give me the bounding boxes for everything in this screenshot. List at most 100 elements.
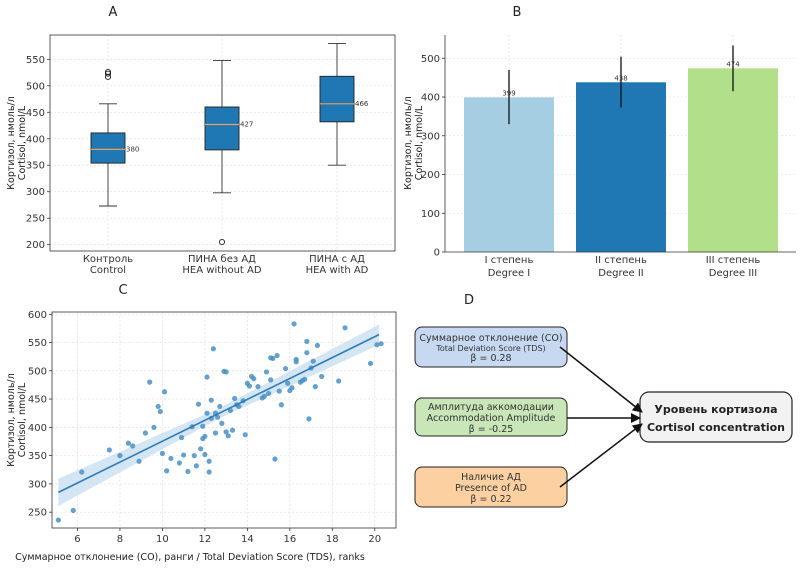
panel-a-x-labels: Контроль Control ПИНА без АД HEA without…: [83, 254, 369, 276]
box-median-label: 380: [126, 145, 139, 153]
panel-b-ytick-label: 400: [421, 93, 440, 104]
panel-c-scatter: C 250 300 350 400 450 500 550 600 6 8 10 12 14 16 18 2…: [6, 283, 397, 563]
panel-a-ytick-label: 200: [26, 240, 45, 251]
scatter-point: [219, 420, 225, 426]
scatter-point: [282, 365, 289, 372]
scatter-point: [255, 384, 261, 390]
panel-a-ylabel-ru: Кортизол, нмоль/л: [6, 96, 17, 189]
node-tds-label-en: Total Deviation Score (TDS): [435, 344, 545, 353]
scatter-point: [304, 338, 310, 345]
node-presence-ad-box: [414, 466, 568, 508]
scatter-point: [55, 517, 61, 523]
panel-a-ytick-label: 400: [26, 134, 45, 145]
panel-b-ylabel-ru: Кортизол, нмоль/л: [403, 96, 414, 189]
panel-a-axes-frame: [49, 34, 396, 252]
scatter-point: [285, 380, 291, 386]
scatter-point: [265, 390, 272, 397]
bar-value-label-1: 438: [614, 74, 627, 82]
panel-c-x-ticks: 6 8 10 12 14 16 18 20: [74, 528, 381, 545]
panel-d-diagram: D Суммарное отклонение (СО) Total Deviat…: [414, 293, 793, 508]
bar-value-label-2: 474: [726, 60, 740, 68]
box-a-label-en-1: HEA without AD: [182, 265, 261, 276]
scatter-point: [304, 350, 310, 356]
scatter-point: [293, 359, 299, 365]
panel-b-bars: 399 438 474: [464, 45, 778, 253]
scatter-point: [278, 402, 284, 408]
scatter-point: [161, 389, 168, 395]
panel-c-ylabel-ru: Кортизол, нмоль/л: [6, 373, 17, 466]
scatter-point: [106, 447, 112, 453]
scatter-point: [155, 403, 161, 410]
scatter-point: [159, 450, 166, 456]
node-accommodation-label-en: Accommodation Amplitude: [427, 413, 556, 424]
regression-line: [58, 333, 380, 494]
scatter-point: [312, 384, 318, 390]
box-iqr: [204, 106, 240, 151]
scatter-point: [212, 430, 219, 436]
scatter-point: [236, 403, 242, 410]
scatter-point: [202, 433, 208, 439]
scatter-point: [125, 440, 132, 446]
node-presence-ad-label-en: Presence of AD: [455, 483, 527, 494]
scatter-point: [242, 432, 248, 438]
scatter-point: [208, 397, 214, 403]
panel-a-boxes: 380 427 466: [90, 43, 369, 246]
panel-c-title: C: [118, 283, 127, 298]
panel-c-xlabel: Суммарное отклонение (СО), ранги / Total…: [15, 552, 365, 563]
panel-c-y-ticks: 250 300 350 400 450 500 550 600: [28, 310, 52, 519]
panel-c-xtick-label: 14: [241, 534, 254, 545]
arrow-tds-to-cortisol: [559, 346, 643, 413]
box-iqr: [90, 132, 126, 164]
panel-c-xtick-label: 10: [156, 534, 169, 545]
panel-c-grid: [52, 312, 396, 528]
panel-a-ytick-label: 450: [26, 108, 45, 119]
scatter-point: [229, 427, 236, 433]
scatter-point: [274, 352, 280, 359]
node-accommodation-beta: β = -0.25: [469, 424, 514, 435]
panel-c-ytick-label: 400: [28, 423, 47, 434]
box-a-label-ru-1: ПИНА без АД: [188, 254, 256, 265]
node-cortisol-label-ru: Уровень кортизола: [654, 403, 777, 416]
scatter-point: [306, 416, 312, 422]
panel-c-points: [55, 321, 384, 523]
scatter-point: [289, 385, 295, 391]
box-median-label: 466: [355, 100, 369, 108]
panel-c-ytick-label: 350: [28, 451, 47, 462]
scatter-point: [204, 374, 210, 380]
scatter-point: [268, 377, 274, 383]
panel-a-ylabel-en: Cortisol, nmol/L: [17, 105, 28, 180]
panel-a-ytick-label: 300: [26, 187, 45, 198]
bar-b-label-ru-1: II степень: [595, 255, 647, 266]
panel-c-ytick-label: 450: [28, 395, 47, 406]
box-outlier: [104, 69, 112, 76]
panel-b-ytick-label: 0: [434, 248, 440, 259]
scatter-point: [70, 507, 76, 514]
scatter-point: [147, 379, 153, 385]
scatter-point: [291, 321, 297, 327]
bar-b-label-en-1: Degree II: [598, 268, 643, 279]
bar-2: [688, 68, 778, 252]
panel-b-x-labels: I степень Degree I II степень Degree II …: [485, 255, 761, 279]
panel-c-axes-frame: [51, 311, 397, 529]
node-tds-label-ru: Суммарное отклонение (СО): [419, 333, 562, 344]
node-accommodation-label-ru: Амплитуда аккомодации: [428, 402, 554, 413]
panel-b-barchart: B 399 438 474 0 100 200 300 400 500 I степень D…: [403, 5, 796, 279]
node-cortisol-label-en: Cortisol concentration: [647, 421, 785, 434]
scatter-point: [142, 430, 149, 436]
panel-a-y-ticks: 200 250 300 350 400 450 500 550: [26, 55, 50, 251]
node-presence-ad-label-ru: Наличие АД: [461, 472, 521, 483]
node-cortisol-target: Уровень кортизола Cortisol concentration: [639, 391, 793, 443]
scatter-point: [193, 463, 199, 469]
scatter-point: [157, 408, 163, 415]
scatter-point: [263, 369, 270, 375]
bar-1: [576, 82, 666, 253]
bar-b-label-en-0: Degree I: [488, 268, 531, 279]
panel-a-boxplot: A 200 250 300 350 400 450 500 550 380 427 466 Кон…: [6, 5, 396, 276]
scatter-point: [206, 469, 212, 475]
scatter-point: [215, 414, 221, 420]
panel-c-xtick-label: 8: [117, 534, 123, 545]
node-presence-ad-beta: β = 0.22: [470, 494, 511, 505]
scatter-point: [151, 424, 157, 430]
scatter-point: [336, 378, 342, 384]
